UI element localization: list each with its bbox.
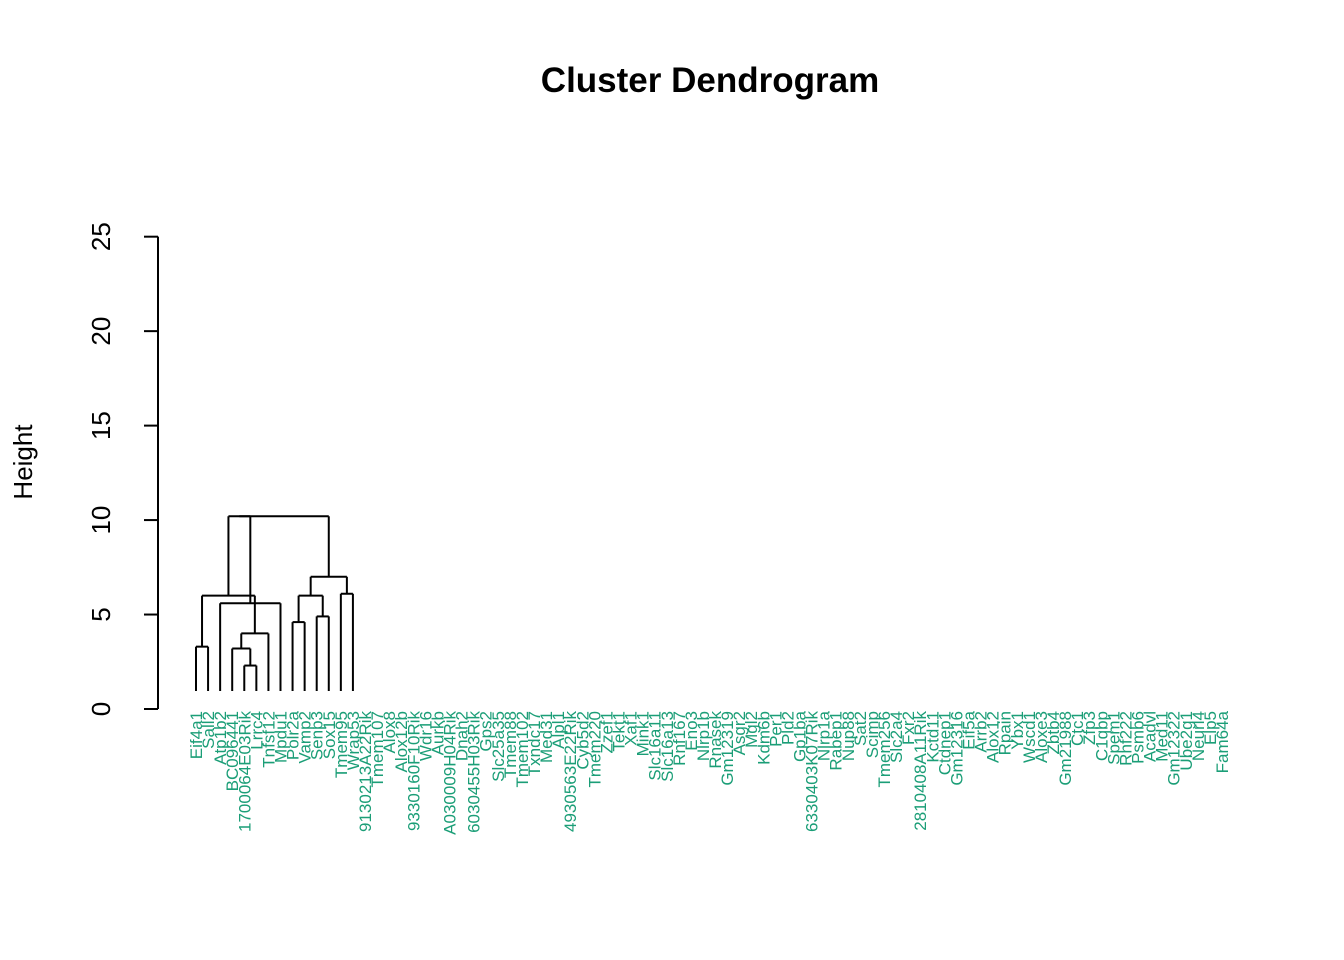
leaf-label: Nup88 — [839, 711, 858, 761]
leaf-label: Med31 — [537, 711, 556, 763]
leaf-label: Kctd11 — [923, 711, 942, 763]
leaf-label: Per1 — [766, 711, 785, 747]
leaf-label: Eif5a — [960, 710, 979, 749]
leaf-label: Sat2 — [851, 711, 870, 746]
leaf-label: Zzef1 — [597, 711, 616, 754]
leaf-label: Aloxe3 — [1032, 711, 1051, 763]
leaf-label: Rpain — [996, 711, 1015, 755]
leaf-label: Vamp2 — [296, 711, 315, 764]
leaf-label: Txndc17 — [525, 711, 544, 776]
leaf-label: Polr2a — [284, 710, 303, 760]
leaf-label: Nlrp1a — [815, 710, 834, 761]
leaf-label: Neurl4 — [1189, 711, 1208, 761]
leaf-label: Xaf1 — [622, 711, 641, 746]
leaf-label: Tmem220 — [585, 711, 604, 788]
leaf-label: Alpl1 — [549, 711, 568, 749]
leaf-label: Wscd1 — [1020, 711, 1039, 763]
leaf-label: Sox15 — [320, 711, 339, 759]
leaf-label: Tmem102 — [513, 711, 532, 788]
leaf-label: Lrrc4 — [247, 711, 266, 750]
leaf-label: Eno3 — [682, 711, 701, 751]
leaf-label: Atp1b2 — [211, 711, 230, 765]
leaf-label: Med11 — [1153, 711, 1172, 762]
leaf-label: 9130213A22Rik — [356, 711, 375, 832]
leaf-label: 9330160F10Rik — [404, 711, 423, 832]
leaf-label: Gp1ba — [791, 710, 810, 762]
leaf-label: Nlrp1b — [694, 711, 713, 761]
leaf-label: Alox12b — [392, 711, 411, 772]
y-tick-label: 5 — [86, 607, 116, 621]
leaf-label: Asgr2 — [730, 711, 749, 755]
leaf-label: Sall2 — [199, 711, 218, 749]
leaf-label: Rnasek — [706, 711, 725, 769]
leaf-label: 6030455H03Rik — [465, 711, 484, 833]
leaf-label: Ctc1 — [1068, 711, 1087, 746]
leaf-label: A030009H04Rik — [440, 711, 459, 835]
leaf-label: Dnah2 — [453, 711, 472, 761]
chart-title: Cluster Dendrogram — [541, 61, 879, 100]
leaf-label: Slc2a4 — [887, 711, 906, 763]
leaf-label: BC096441 — [223, 711, 242, 791]
y-axis-label: Height — [8, 424, 38, 500]
y-axis: 0 5 10 15 20 25 — [86, 222, 159, 716]
leaf-label: Tmem88 — [501, 711, 520, 778]
y-tick-label: 20 — [86, 317, 116, 346]
leaf-label: Psmb6 — [1129, 711, 1148, 764]
leaf-label: C1qbp — [1092, 711, 1111, 761]
leaf-label: 2810408A11Rik — [911, 711, 930, 831]
leaf-label: Ybx1 — [1008, 711, 1027, 750]
leaf-label: Mgl2 — [742, 711, 761, 748]
leaf-label: Fxr2 — [899, 711, 918, 745]
leaf-label: Gm12319 — [718, 711, 737, 786]
leaf-label: Tmem107 — [368, 711, 387, 788]
leaf-label: Cyb5d2 — [573, 711, 592, 770]
leaf-label: Gps2 — [477, 711, 496, 752]
leaf-label: Wrap53 — [344, 711, 363, 770]
leaf-label: Zfp3 — [1080, 711, 1099, 745]
leaf-label: Rnf222 — [1116, 711, 1135, 766]
leaf-label: 1700064E03Rik — [235, 711, 254, 832]
leaf-label: Slc16a13 — [658, 711, 677, 782]
leaf-label: Kdm6b — [754, 711, 773, 765]
leaf-label: Acadvl — [1141, 711, 1160, 762]
leaf-label: Tmem256 — [875, 711, 894, 788]
dendrogram-tree — [195, 515, 354, 691]
leaf-label: Aurkb — [428, 711, 447, 755]
leaf-label: Gm12316 — [947, 711, 966, 786]
leaf-label: Tmem95 — [332, 711, 351, 778]
leaf-label: Alox12 — [984, 711, 1003, 763]
leaf-label: Tnfsf12 — [259, 711, 278, 768]
leaf-label: Fam64a — [1213, 710, 1232, 773]
leaf-label: Scimp — [863, 711, 882, 758]
y-tick-label: 10 — [86, 506, 116, 535]
leaf-label: 6330403K07Rik — [803, 711, 822, 832]
y-tick-label: 15 — [86, 411, 116, 440]
leaf-label: Arrb2 — [972, 711, 991, 753]
leaf-label: Ctdnep1 — [935, 711, 954, 775]
leaf-label: Wdr16 — [416, 711, 435, 761]
leaf-label: Zbtb4 — [1044, 711, 1063, 754]
leaf-label: Ube2g1 — [1177, 711, 1196, 771]
leaf-label: Gm21988 — [1056, 711, 1075, 786]
leaf-label: Tekt1 — [609, 711, 628, 752]
leaf-label: Elp5 — [1201, 711, 1220, 745]
leaf-label: Senp3 — [308, 711, 327, 760]
leaf-label: Mpdu1 — [271, 711, 290, 763]
leaf-label: Slc25a35 — [489, 711, 508, 782]
leaf-labels: Eif4a1Sall2Atp1b2BC0964411700064E03RikLr… — [187, 710, 1232, 834]
leaf-label: Rnf167 — [670, 711, 689, 766]
leaf-label: Pld2 — [778, 711, 797, 745]
leaf-label: Gm12322 — [1165, 711, 1184, 786]
leaf-label: Slc16a11 — [646, 711, 665, 781]
leaf-label: Mink1 — [634, 711, 653, 756]
leaf-label: Eif4a1 — [187, 711, 206, 759]
leaf-label: 4930563E22Rik — [561, 711, 580, 832]
leaf-label: Spem1 — [1104, 711, 1123, 765]
y-tick-label: 25 — [86, 222, 116, 251]
leaf-label: Alox8 — [380, 711, 399, 754]
y-tick-label: 0 — [86, 702, 116, 716]
leaf-label: Rabep1 — [827, 711, 846, 771]
